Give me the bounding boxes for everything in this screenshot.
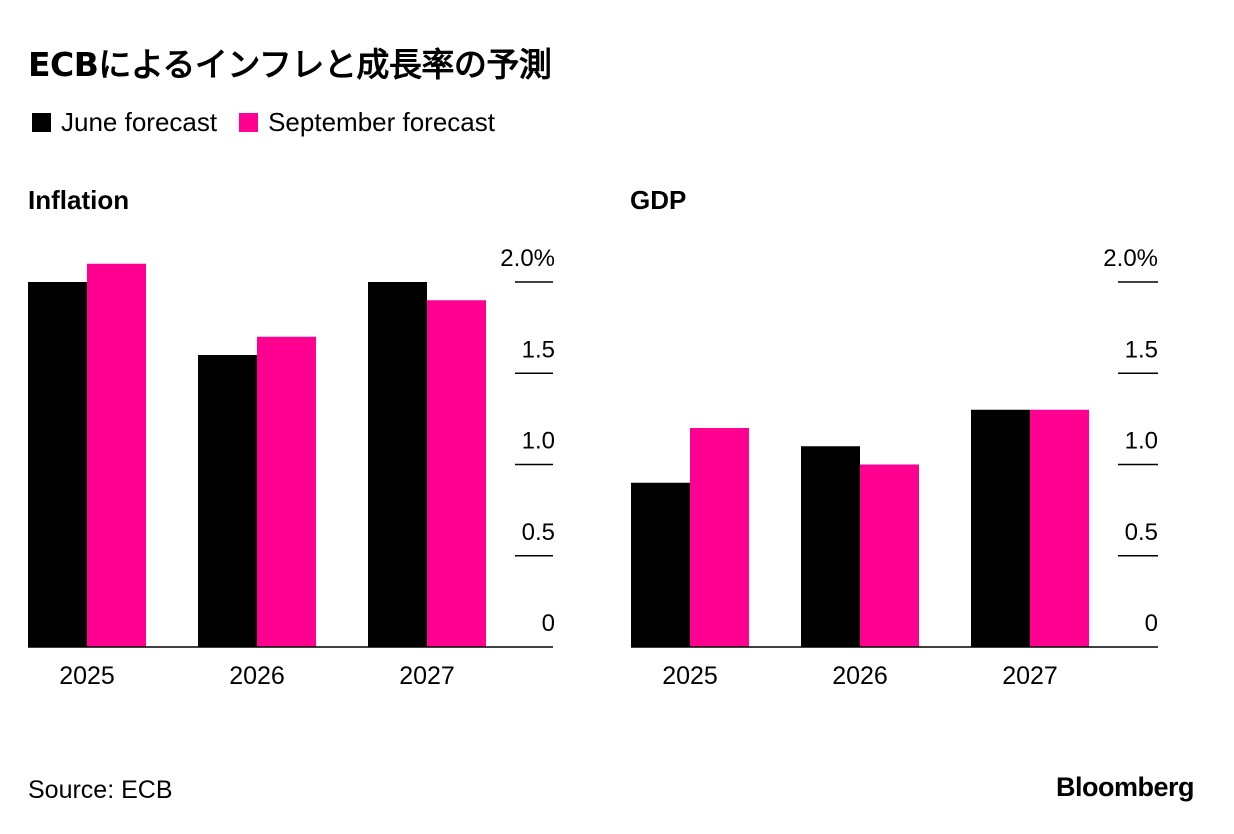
gdp-bar-2025-june [631,482,690,647]
chart-title: ECBによるインフレと成長率の予測 [28,45,552,84]
bloomberg-logo: Bloomberg [1055,772,1195,802]
inflation-ytick-label: 2.0% [500,245,555,272]
inflation-panel-title: Inflation [28,185,130,215]
inflation-xtick-label: 2027 [399,662,455,690]
inflation-bar-2027-june [368,282,427,647]
gdp-ytick-label: 1.0 [1125,428,1158,455]
gdp-ytick-label: 0.5 [1125,519,1158,546]
gdp-bar-2027-september [1030,409,1089,647]
legend: June forecast September forecast [32,104,517,140]
source-note: Source: ECB [28,776,173,804]
gdp-ytick-label: 1.5 [1125,336,1158,363]
inflation-ytick-label: 0.5 [522,519,555,546]
gdp-xtick-label: 2025 [662,662,718,690]
gdp-panel-title: GDP [630,185,687,215]
inflation-ytick-label: 1.5 [522,336,555,363]
legend-swatch-june [32,112,51,132]
inflation-ytick-label: 0 [542,610,555,637]
inflation-bar-2025-september [87,263,146,647]
inflation-ytick-label: 1.0 [522,428,555,455]
inflation-bar-2026-june [198,355,257,647]
legend-label-june: June forecast [61,106,218,137]
legend-swatch-september [239,112,259,132]
gdp-bar-2026-june [801,446,860,647]
gdp-bar-2026-september [860,464,919,647]
inflation-bar-2026-september [257,336,316,647]
inflation-bar-2027-september [427,300,486,647]
inflation-bar-2025-june [28,282,87,647]
gdp-ytick-label: 0 [1145,610,1158,637]
gdp-bar-2025-september [690,428,749,647]
gdp-ytick-label: 2.0% [1103,245,1158,272]
gdp-bar-2027-june [971,409,1030,647]
inflation-xtick-label: 2026 [229,662,285,690]
inflation-xtick-label: 2025 [59,662,115,690]
gdp-xtick-label: 2026 [832,662,888,690]
legend-item-june: June forecast [32,107,217,138]
legend-item-september: September forecast [239,107,495,138]
legend-label-september: September forecast [268,106,495,137]
gdp-xtick-label: 2027 [1002,662,1058,690]
